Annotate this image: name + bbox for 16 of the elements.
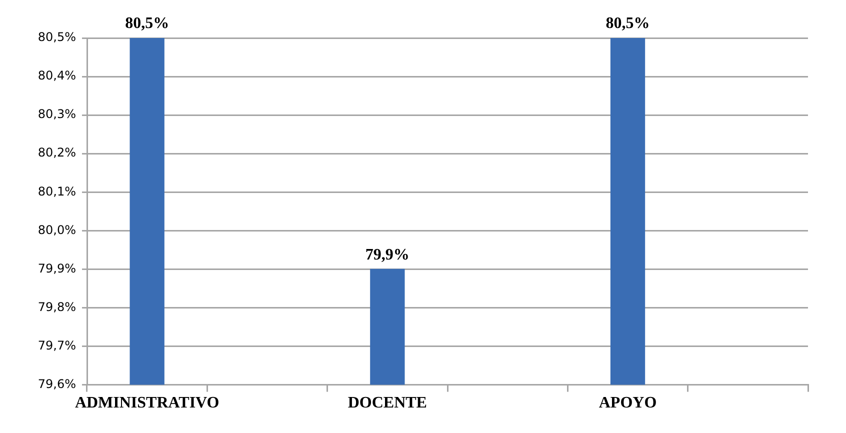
- x-tick-label: APOYO: [598, 394, 657, 412]
- y-tick-label: 80,1%: [38, 184, 76, 198]
- y-tick-label: 79,8%: [38, 300, 76, 314]
- y-tick-label: 80,5%: [38, 30, 76, 44]
- y-tick-label: 79,6%: [38, 376, 76, 391]
- data-label: 79,9%: [365, 246, 410, 264]
- x-tick-label: DOCENTE: [348, 394, 427, 412]
- y-tick-label: 79,9%: [38, 261, 76, 276]
- data-label: 80,5%: [606, 15, 650, 32]
- data-label: 80,5%: [125, 15, 170, 32]
- y-tick-label: 80,3%: [38, 107, 76, 122]
- y-tick-label: 80,0%: [38, 222, 76, 237]
- y-tick-label: 80,2%: [38, 146, 76, 160]
- y-tick-label: 79,7%: [38, 338, 76, 352]
- y-tick-label: 80,4%: [38, 68, 76, 83]
- x-tick-label: ADMINISTRATIVO: [74, 394, 220, 412]
